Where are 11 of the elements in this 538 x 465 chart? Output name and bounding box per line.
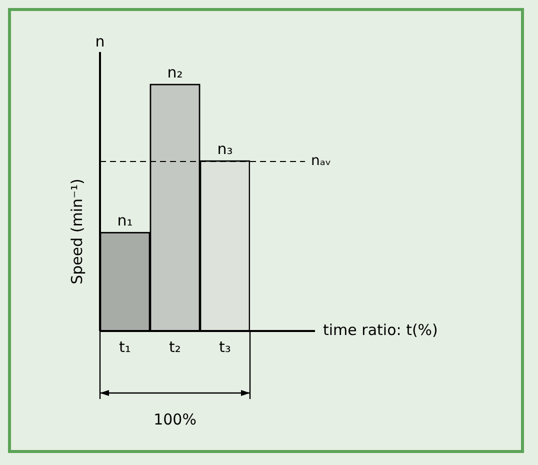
y-axis-title: Speed (min⁻¹) [68,178,86,284]
text: n [95,32,105,50]
annotation: n₁ [117,212,133,230]
text: 100% [154,410,196,428]
annotation: n₃ [217,140,233,158]
x-tick-label: t₃ [219,338,231,356]
x-tick-label: t₂ [169,338,181,356]
annotation: n₂ [167,63,183,82]
x-tick-label: t₁ [119,338,131,356]
x-axis-title: time ratio: t(%) [323,320,438,339]
ref-line-label: nₐᵥ [311,153,332,170]
